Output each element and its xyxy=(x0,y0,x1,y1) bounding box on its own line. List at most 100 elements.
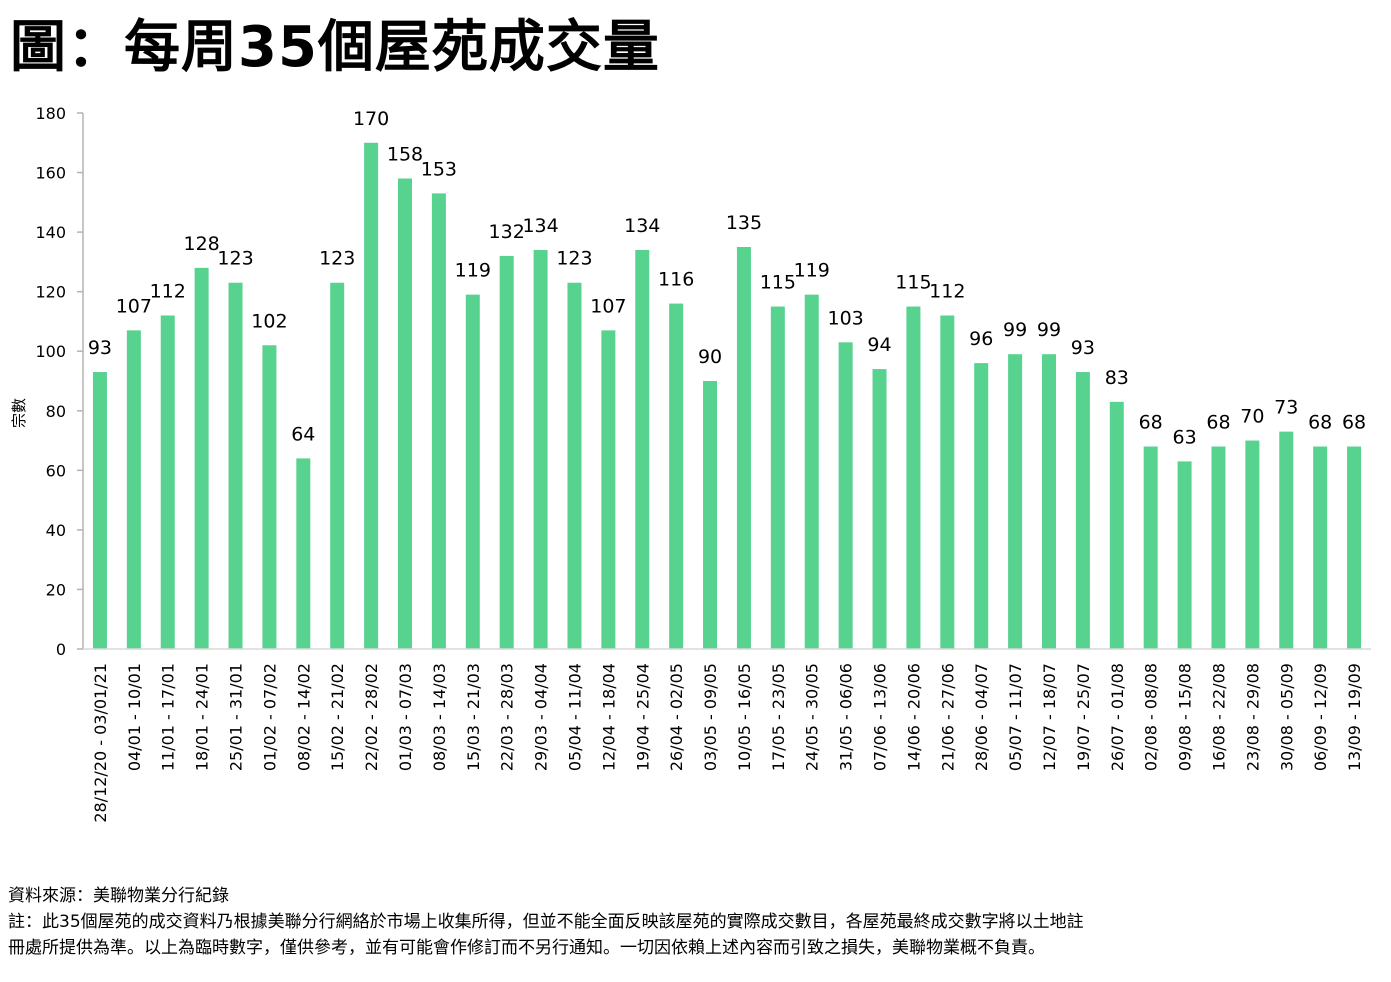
bar xyxy=(940,315,955,649)
data-label: 93 xyxy=(88,337,112,359)
data-label: 99 xyxy=(1037,319,1061,341)
y-tick-label: 100 xyxy=(35,342,66,361)
data-label: 115 xyxy=(760,272,796,294)
x-tick-label: 28/12/20 - 03/01/21 xyxy=(91,663,110,823)
bar xyxy=(1313,446,1328,649)
bar xyxy=(872,369,887,649)
x-tick-label: 12/04 - 18/04 xyxy=(599,663,618,771)
bar xyxy=(330,282,345,649)
x-tick-label: 10/05 - 16/05 xyxy=(735,663,754,771)
x-tick-label: 21/06 - 27/06 xyxy=(938,663,957,771)
x-tick-label: 08/03 - 14/03 xyxy=(430,663,449,771)
x-tick-label: 29/03 - 04/04 xyxy=(532,663,551,771)
x-tick-label: 26/04 - 02/05 xyxy=(667,663,686,771)
data-label: 170 xyxy=(353,108,389,130)
bar xyxy=(838,342,853,649)
y-axis-label: 宗數 xyxy=(10,398,28,428)
bar xyxy=(1347,446,1362,649)
disclaimer-line-1: 註：此35個屋苑的成交資料乃根據美聯分行網絡於市場上收集所得，但並不能全面反映該… xyxy=(8,912,1084,932)
y-tick-label: 80 xyxy=(46,402,66,421)
x-tick-label: 09/08 - 15/08 xyxy=(1176,663,1195,771)
data-label: 119 xyxy=(455,260,491,282)
x-tick-label: 08/02 - 14/02 xyxy=(294,663,313,771)
bar xyxy=(126,330,141,649)
bars xyxy=(92,142,1362,649)
x-tick-label: 12/07 - 18/07 xyxy=(1040,663,1059,771)
y-tick-label: 0 xyxy=(56,640,66,659)
y-tick-label: 160 xyxy=(35,164,66,183)
data-label: 116 xyxy=(658,269,694,291)
data-label: 132 xyxy=(489,221,525,243)
data-label: 70 xyxy=(1240,406,1264,428)
x-tick-label: 01/02 - 07/02 xyxy=(260,663,279,771)
y-tick-label: 60 xyxy=(46,461,66,480)
data-label: 94 xyxy=(867,334,891,356)
data-label: 99 xyxy=(1003,319,1027,341)
y-tick-label: 120 xyxy=(35,283,66,302)
bar xyxy=(669,303,684,649)
data-label: 123 xyxy=(556,248,592,270)
bar xyxy=(1143,446,1158,649)
data-label: 134 xyxy=(624,215,660,237)
x-tick-label: 16/08 - 22/08 xyxy=(1209,663,1228,771)
bar xyxy=(431,193,446,649)
bar xyxy=(92,372,107,649)
x-tick-label: 19/07 - 25/07 xyxy=(1074,663,1093,771)
bar xyxy=(1177,461,1192,649)
data-label: 153 xyxy=(421,158,457,180)
data-labels: 9310711212812310264123170158153119132134… xyxy=(88,108,1366,449)
x-tick-label: 17/05 - 23/05 xyxy=(769,663,788,771)
data-label: 73 xyxy=(1274,397,1298,419)
x-tick-label: 22/02 - 28/02 xyxy=(362,663,381,771)
bar xyxy=(601,330,616,649)
y-tick-label: 140 xyxy=(35,223,66,242)
data-label: 135 xyxy=(726,212,762,234)
data-label: 96 xyxy=(969,328,993,350)
x-tick-label: 02/08 - 08/08 xyxy=(1142,663,1161,771)
bar xyxy=(906,306,921,649)
bar xyxy=(499,255,514,649)
bar xyxy=(1279,431,1294,649)
bar xyxy=(364,142,379,649)
y-tick-label: 180 xyxy=(35,104,66,123)
x-tick-label: 28/06 - 04/07 xyxy=(972,663,991,771)
data-label: 123 xyxy=(217,248,253,270)
x-tick-label: 23/08 - 29/08 xyxy=(1243,663,1262,771)
x-tick-label: 22/03 - 28/03 xyxy=(498,663,517,771)
data-label: 102 xyxy=(251,310,287,332)
bar xyxy=(1075,372,1090,649)
bar xyxy=(1109,401,1124,649)
bar xyxy=(1008,354,1023,649)
data-label: 93 xyxy=(1071,337,1095,359)
data-label: 90 xyxy=(698,346,722,368)
data-label: 115 xyxy=(895,272,931,294)
x-axis: 28/12/20 - 03/01/21 04/01 - 10/01 11/01 - … xyxy=(83,648,1371,823)
x-tick-label: 30/08 - 05/09 xyxy=(1277,663,1296,771)
bar xyxy=(770,306,785,649)
bar xyxy=(974,363,989,649)
bar xyxy=(1211,446,1226,649)
source-note: 資料來源：美聯物業分行紀錄 xyxy=(8,886,229,906)
bar xyxy=(567,282,582,649)
x-tick-label: 05/07 - 11/07 xyxy=(1006,663,1025,771)
data-label: 128 xyxy=(183,233,219,255)
bar xyxy=(703,381,718,649)
data-label: 83 xyxy=(1105,367,1129,389)
bar xyxy=(1245,440,1260,649)
y-tick-label: 20 xyxy=(46,580,66,599)
data-label: 107 xyxy=(116,295,152,317)
x-tick-label: 13/09 - 19/09 xyxy=(1345,663,1364,771)
data-label: 63 xyxy=(1172,426,1196,448)
bar xyxy=(533,249,548,649)
bar xyxy=(804,294,819,649)
data-label: 119 xyxy=(794,260,830,282)
x-tick-label: 01/03 - 07/03 xyxy=(396,663,415,771)
data-label: 68 xyxy=(1206,412,1230,434)
x-tick-label: 15/03 - 21/03 xyxy=(464,663,483,771)
bar xyxy=(465,294,480,649)
x-tick-label: 26/07 - 01/08 xyxy=(1108,663,1127,771)
bar xyxy=(194,267,209,649)
bar xyxy=(160,315,175,649)
bar xyxy=(262,345,277,649)
bar xyxy=(398,178,412,649)
